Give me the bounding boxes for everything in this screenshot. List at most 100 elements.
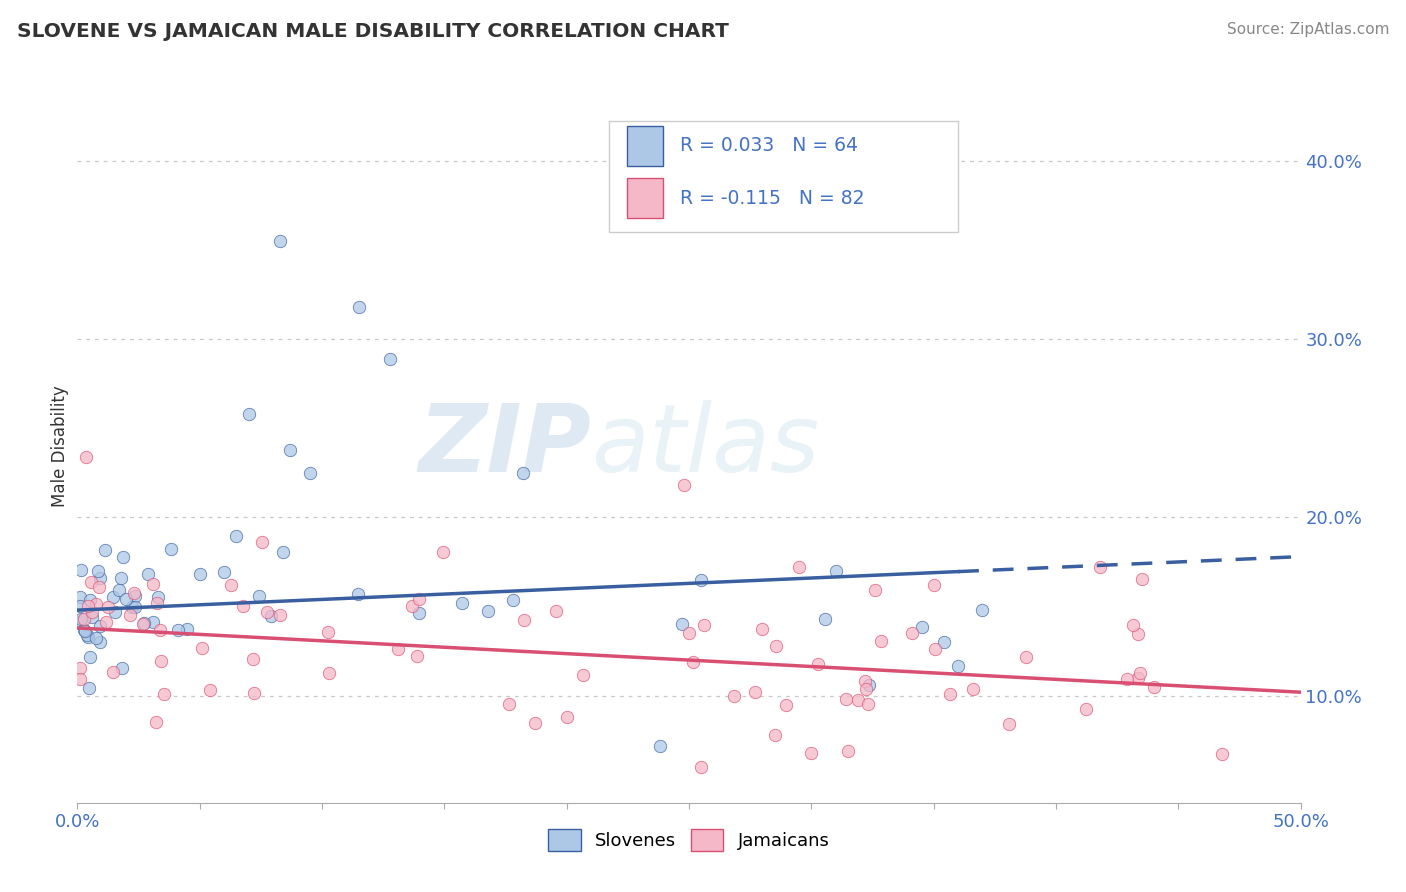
- Point: [347, 587, 370, 601]
- Point: [932, 634, 955, 648]
- Point: [145, 715, 167, 730]
- Point: [75, 450, 97, 464]
- Point: [765, 639, 787, 653]
- Point: [648, 739, 671, 753]
- Point: [69, 615, 91, 629]
- Point: [544, 604, 567, 618]
- Point: [87, 564, 110, 578]
- Point: [723, 689, 745, 703]
- Point: [387, 642, 409, 657]
- Point: [347, 300, 370, 314]
- FancyBboxPatch shape: [627, 178, 664, 218]
- Point: [858, 697, 880, 711]
- Point: [451, 596, 474, 610]
- Point: [79, 650, 101, 665]
- Point: [380, 351, 402, 366]
- Point: [962, 681, 984, 696]
- Point: [855, 682, 877, 697]
- Point: [273, 545, 295, 559]
- Point: [751, 622, 773, 636]
- Point: [221, 578, 243, 592]
- Point: [89, 580, 111, 594]
- Point: [145, 596, 167, 610]
- Point: [1130, 572, 1153, 586]
- Point: [76, 630, 98, 644]
- Point: [858, 678, 880, 692]
- FancyBboxPatch shape: [609, 121, 957, 232]
- Point: [73, 612, 96, 626]
- Point: [132, 617, 155, 632]
- Point: [555, 710, 578, 724]
- Point: [998, 716, 1021, 731]
- Point: [946, 658, 969, 673]
- Point: [142, 615, 165, 630]
- Point: [152, 687, 174, 701]
- Point: [1074, 701, 1097, 715]
- Point: [238, 407, 260, 421]
- Point: [247, 589, 270, 603]
- Point: [118, 607, 141, 622]
- Point: [401, 599, 423, 614]
- Point: [225, 529, 247, 543]
- Point: [176, 622, 198, 636]
- Point: [256, 605, 278, 619]
- Point: [673, 478, 696, 492]
- Point: [924, 642, 946, 657]
- Point: [502, 593, 524, 607]
- Point: [77, 681, 100, 695]
- Text: SLOVENE VS JAMAICAN MALE DISABILITY CORRELATION CHART: SLOVENE VS JAMAICAN MALE DISABILITY CORR…: [17, 22, 728, 41]
- Point: [89, 635, 111, 649]
- Point: [80, 574, 103, 589]
- Point: [1143, 680, 1166, 694]
- Point: [1128, 626, 1150, 640]
- FancyBboxPatch shape: [627, 127, 664, 166]
- Point: [94, 542, 117, 557]
- Point: [232, 599, 254, 614]
- Point: [512, 466, 534, 480]
- Point: [744, 685, 766, 699]
- Point: [863, 582, 886, 597]
- Point: [160, 541, 183, 556]
- Point: [103, 605, 125, 619]
- Point: [693, 618, 716, 632]
- Point: [89, 618, 111, 632]
- Point: [132, 615, 155, 630]
- Text: Source: ZipAtlas.com: Source: ZipAtlas.com: [1226, 22, 1389, 37]
- Point: [124, 599, 146, 614]
- Text: ZIP: ZIP: [418, 400, 591, 492]
- Point: [1015, 649, 1038, 664]
- Point: [318, 666, 340, 681]
- Point: [142, 576, 165, 591]
- Y-axis label: Male Disability: Male Disability: [51, 385, 69, 507]
- Point: [763, 728, 786, 742]
- Point: [498, 697, 520, 711]
- Point: [911, 620, 934, 634]
- Point: [1116, 672, 1139, 686]
- Point: [167, 624, 190, 638]
- Point: [149, 623, 172, 637]
- Text: R = -0.115   N = 82: R = -0.115 N = 82: [681, 189, 865, 208]
- Point: [75, 624, 97, 638]
- Legend: Slovenes, Jamaicans: Slovenes, Jamaicans: [541, 822, 837, 858]
- Point: [922, 578, 945, 592]
- Point: [682, 655, 704, 669]
- Point: [814, 612, 837, 626]
- Point: [671, 616, 693, 631]
- Point: [84, 631, 107, 645]
- Point: [477, 604, 499, 618]
- Point: [122, 585, 145, 599]
- Point: [1211, 747, 1233, 761]
- Point: [89, 571, 111, 585]
- Point: [188, 566, 211, 581]
- Point: [787, 560, 810, 574]
- Point: [121, 599, 143, 614]
- Point: [269, 608, 291, 623]
- Point: [80, 610, 103, 624]
- Point: [1088, 560, 1111, 574]
- Point: [837, 743, 859, 757]
- Point: [103, 665, 125, 679]
- Point: [690, 573, 713, 587]
- Point: [432, 545, 454, 559]
- Point: [212, 565, 235, 579]
- Point: [77, 599, 100, 613]
